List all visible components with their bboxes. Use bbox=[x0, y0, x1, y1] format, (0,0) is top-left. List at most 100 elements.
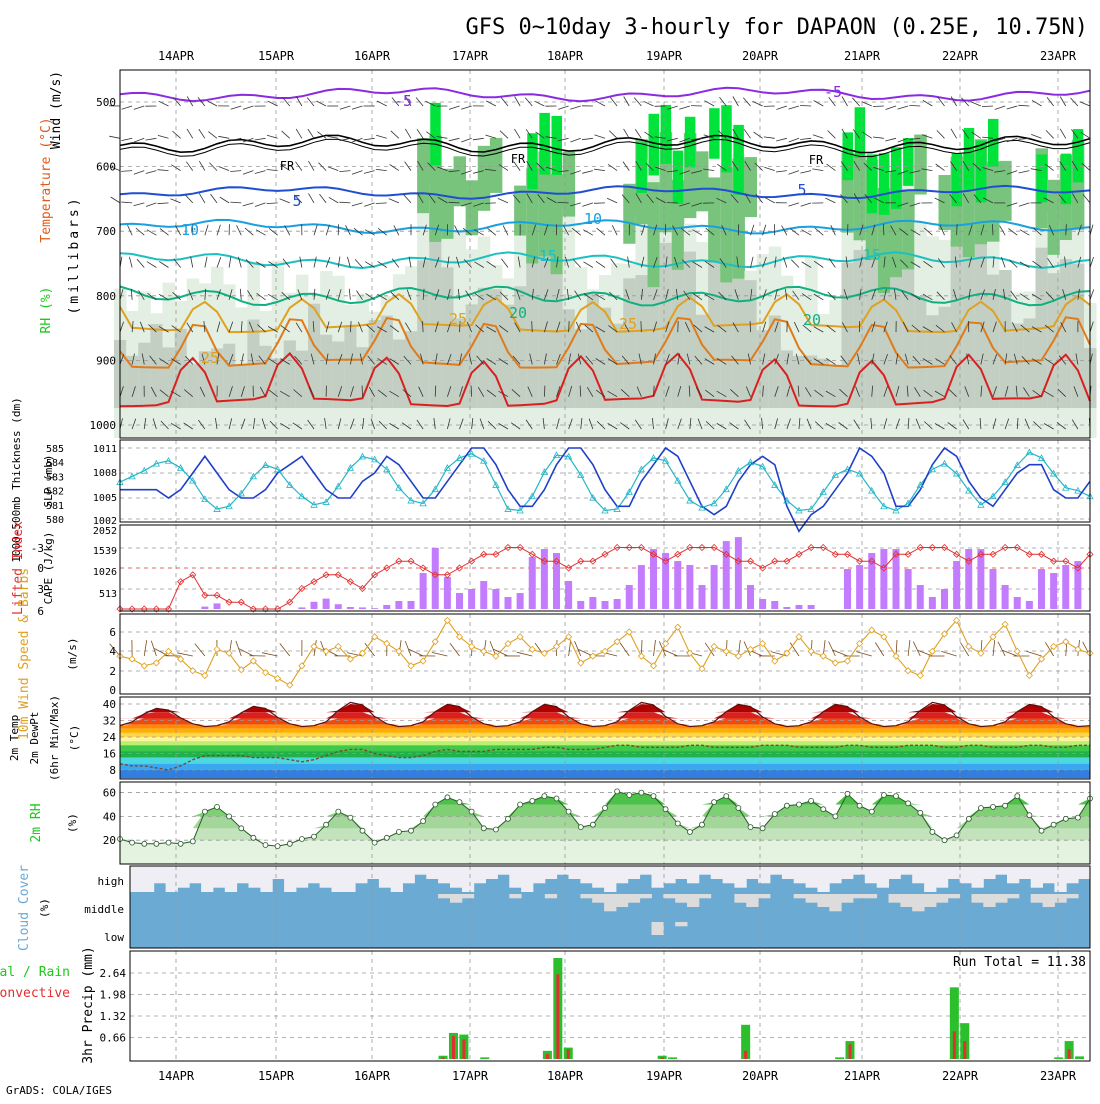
rh2m-point bbox=[578, 825, 583, 830]
rh2m-point bbox=[784, 803, 789, 808]
rh2m-point bbox=[202, 809, 207, 814]
wind10m-barb bbox=[654, 640, 656, 656]
date-label-bottom: 15APR bbox=[258, 1069, 295, 1083]
rh2m-point bbox=[506, 816, 511, 821]
temp-band bbox=[120, 758, 1090, 764]
cloud-clear-block bbox=[272, 866, 284, 879]
wind10m-point bbox=[275, 675, 281, 681]
cape-bar bbox=[492, 589, 499, 609]
cloud-clear-block bbox=[237, 866, 249, 883]
cloud-clear-block bbox=[592, 894, 604, 903]
wind-barb bbox=[109, 136, 120, 138]
wind10m-barb bbox=[144, 640, 146, 656]
wind10m-barb bbox=[177, 653, 193, 656]
cape-bar bbox=[480, 581, 487, 609]
wind10m-point bbox=[723, 648, 729, 654]
rh2m-point bbox=[481, 826, 486, 831]
cloud-clear-block bbox=[462, 866, 474, 892]
wind10m-point bbox=[432, 639, 438, 645]
profile-y-tick: 500 bbox=[96, 96, 116, 109]
cloud-clear-block bbox=[225, 866, 237, 892]
wind10m-barb bbox=[405, 641, 411, 656]
cloud-clear-block bbox=[249, 866, 261, 888]
wind10m-point bbox=[287, 682, 293, 688]
cape-bar bbox=[432, 548, 439, 609]
cloud-clear-block bbox=[770, 866, 782, 875]
cloud-clear-block bbox=[213, 866, 225, 888]
rh2m-point bbox=[881, 793, 886, 798]
cloud-clear-block bbox=[1054, 866, 1066, 892]
rh2m-point bbox=[275, 844, 280, 849]
cloud-clear-block bbox=[687, 894, 699, 907]
cloud-clear-block bbox=[201, 866, 213, 892]
date-label-bottom: 23APR bbox=[1040, 1069, 1077, 1083]
wind10m-barb bbox=[993, 640, 995, 656]
thickness-y-tick: 580 bbox=[46, 515, 64, 526]
rh-cell bbox=[903, 138, 914, 186]
rh2m-ylabel: 2m RH bbox=[29, 803, 44, 842]
rh2m-point bbox=[1075, 815, 1080, 820]
temp-band bbox=[120, 733, 1090, 737]
rh-cell bbox=[187, 364, 200, 408]
rh-cell bbox=[223, 344, 236, 408]
profile-y-tick: 700 bbox=[96, 225, 116, 238]
rh-cell bbox=[1023, 318, 1036, 408]
cape-bar bbox=[844, 569, 851, 609]
cloud-clear-block bbox=[817, 894, 829, 907]
wind10m-y-tick: 6 bbox=[109, 626, 116, 639]
cloud-clear-block bbox=[450, 866, 462, 888]
rh2m-point bbox=[396, 829, 401, 834]
rh-cell bbox=[867, 154, 878, 213]
wind10m-barb bbox=[236, 641, 241, 656]
cloud-clear-block bbox=[675, 894, 687, 903]
profile-ylabel-mb: (millibars) bbox=[67, 195, 82, 314]
cloud-clear-block bbox=[355, 866, 367, 883]
wind10m-barb bbox=[517, 652, 533, 656]
wind10m-point bbox=[772, 658, 778, 664]
temp-band bbox=[120, 751, 1090, 757]
temp-band bbox=[120, 764, 1090, 770]
cloud-clear-block bbox=[948, 894, 960, 898]
cape-bar bbox=[517, 593, 524, 609]
rh-cell bbox=[332, 341, 345, 408]
cloud-clear-block bbox=[794, 894, 806, 898]
cloud-clear-block bbox=[652, 866, 664, 888]
date-label-top: 20APR bbox=[742, 49, 779, 63]
rh2m-point bbox=[906, 801, 911, 806]
cape-bar bbox=[880, 549, 887, 609]
precip-y-tick: 1.32 bbox=[100, 1010, 127, 1023]
wind-barb bbox=[485, 203, 496, 204]
wind-barb bbox=[532, 321, 533, 332]
cape-bar bbox=[335, 604, 342, 609]
temp-band bbox=[120, 745, 1090, 751]
rh-cell bbox=[1060, 259, 1073, 408]
cape-bar bbox=[893, 549, 900, 609]
cloud-clear-block bbox=[817, 866, 829, 892]
cape-bar bbox=[856, 565, 863, 609]
date-label-top: 18APR bbox=[547, 49, 584, 63]
rh-cell bbox=[623, 278, 636, 408]
cloud-clear-block bbox=[592, 866, 604, 888]
date-label-bottom: 18APR bbox=[547, 1069, 584, 1083]
rh-cell bbox=[1037, 154, 1048, 202]
wind10m-point bbox=[420, 658, 426, 664]
cape-bar bbox=[359, 607, 366, 609]
rh2m-unit: (%) bbox=[66, 813, 79, 833]
wind10m-point bbox=[384, 641, 390, 647]
cloud-level-low: low bbox=[104, 931, 124, 944]
rh2m-point bbox=[615, 789, 620, 794]
cape-bar bbox=[699, 585, 706, 609]
cloud-clear-block bbox=[877, 866, 889, 888]
cloud-clear-block bbox=[675, 866, 687, 879]
temp2m-y-tick: 24 bbox=[103, 731, 117, 744]
cloud-clear-block bbox=[900, 866, 912, 875]
rh-cell bbox=[405, 331, 418, 408]
cloud-clear-block bbox=[130, 866, 142, 892]
cape-bar bbox=[1050, 573, 1057, 609]
wind10m-point bbox=[141, 663, 147, 669]
rh-cell bbox=[902, 189, 915, 269]
rh-cell bbox=[829, 367, 842, 408]
wind10m-barb bbox=[875, 643, 884, 657]
